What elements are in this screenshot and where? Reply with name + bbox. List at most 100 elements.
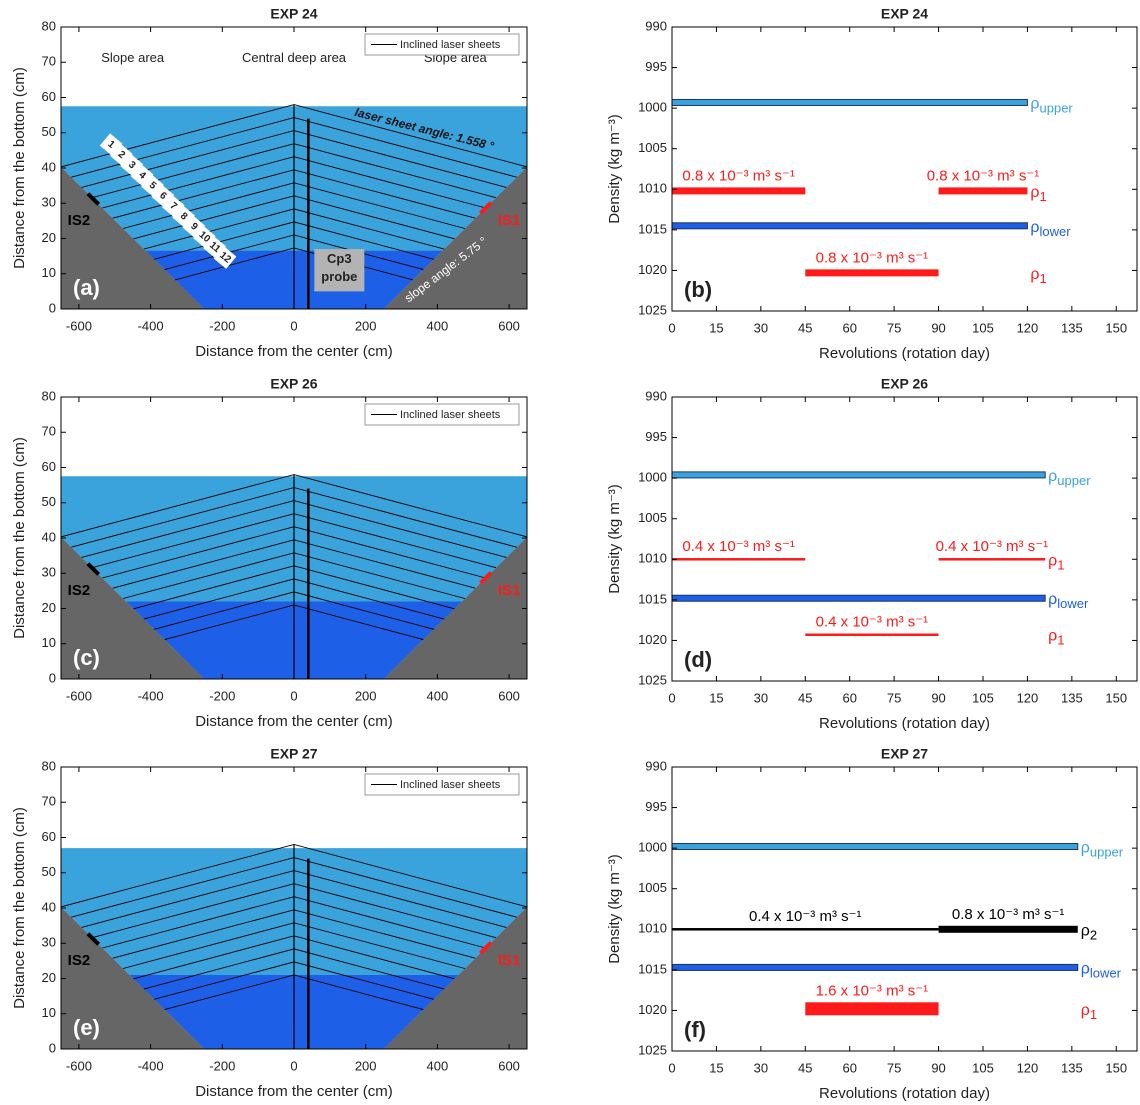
sensor-label: IS2 bbox=[68, 212, 91, 229]
y-tick-label: 30 bbox=[42, 195, 56, 210]
segment bbox=[671, 963, 1079, 971]
series-name-sub: upper bbox=[1090, 845, 1124, 860]
y-tick-label: 50 bbox=[42, 864, 56, 879]
sheet-label-box bbox=[213, 246, 237, 269]
y-tick-label: 80 bbox=[42, 758, 56, 773]
x-tick-label: 75 bbox=[887, 1060, 901, 1075]
flow-label: 0.4 x 10⁻³ m³ s⁻¹ bbox=[816, 613, 929, 630]
x-tick-label: -600 bbox=[66, 318, 92, 333]
series-name: ρ1 bbox=[1081, 1002, 1097, 1022]
series-name: ρlower bbox=[1081, 961, 1122, 981]
series-name-sub: 2 bbox=[1090, 928, 1097, 943]
y-tick-label: 0 bbox=[49, 670, 56, 685]
slope bbox=[383, 167, 527, 309]
x-tick-label: 30 bbox=[754, 1060, 768, 1075]
y-tick-label: 60 bbox=[42, 829, 56, 844]
y-tick-label: 1010 bbox=[638, 551, 667, 566]
y-tick-label: 995 bbox=[645, 59, 667, 74]
segment bbox=[671, 98, 1028, 106]
sheet-label-text: 6 bbox=[157, 190, 169, 202]
segment bbox=[671, 594, 1046, 602]
x-tick-label: 105 bbox=[972, 690, 994, 705]
probe-label: probe bbox=[321, 269, 357, 284]
series-name-sub: upper bbox=[1040, 101, 1074, 116]
y-tick-label: 50 bbox=[42, 124, 56, 139]
sheet-label-text: 2 bbox=[116, 149, 128, 161]
sheet-label: 12 bbox=[213, 246, 237, 269]
x-tick-label: 90 bbox=[931, 1060, 945, 1075]
series-name: ρ1 bbox=[1030, 184, 1046, 204]
panel-label: (a) bbox=[73, 275, 100, 300]
legend-label: Inclined laser sheets bbox=[400, 39, 501, 51]
y-tick-label: 990 bbox=[645, 388, 667, 403]
y-tick-label: 40 bbox=[42, 159, 56, 174]
segment bbox=[672, 928, 939, 931]
x-tick-label: 135 bbox=[1061, 320, 1083, 335]
y-tick-label: 995 bbox=[645, 429, 667, 444]
y-tick-label: 40 bbox=[42, 899, 56, 914]
probe-box bbox=[314, 249, 365, 292]
series-name: ρupper bbox=[1081, 840, 1124, 860]
series-name-symbol: ρ bbox=[1030, 266, 1039, 283]
panel-label: (c) bbox=[73, 645, 100, 670]
sensor bbox=[86, 932, 101, 946]
x-tick-label: 200 bbox=[355, 688, 377, 703]
x-tick-label: 60 bbox=[842, 320, 856, 335]
flow-label: 0.8 x 10⁻³ m³ s⁻¹ bbox=[952, 906, 1065, 923]
y-axis-label: Distance from the bottom (cm) bbox=[11, 807, 28, 1009]
x-tick-label: -400 bbox=[138, 688, 164, 703]
slope bbox=[383, 907, 527, 1049]
sensor-label: IS2 bbox=[68, 582, 91, 599]
x-tick-label: 120 bbox=[1017, 1060, 1039, 1075]
x-tick-label: 0 bbox=[290, 1058, 297, 1073]
segment bbox=[671, 222, 1028, 230]
x-tick-label: 30 bbox=[754, 690, 768, 705]
series-name-symbol: ρ bbox=[1048, 553, 1057, 570]
panel-label: (b) bbox=[684, 277, 712, 302]
series-name-sub: upper bbox=[1057, 473, 1091, 488]
series-name: ρ2 bbox=[1081, 923, 1097, 943]
y-tick-label: 1020 bbox=[638, 1002, 667, 1017]
series-name: ρlower bbox=[1030, 219, 1071, 239]
series-name-symbol: ρ bbox=[1030, 96, 1039, 113]
chart-title: EXP 27 bbox=[270, 746, 317, 762]
x-tick-label: -400 bbox=[138, 318, 164, 333]
series-name-sub: 1 bbox=[1040, 271, 1047, 286]
y-tick-label: 10 bbox=[42, 1005, 56, 1020]
panel-label: (d) bbox=[684, 647, 712, 672]
x-tick-label: 150 bbox=[1105, 1060, 1127, 1075]
y-tick-label: 1020 bbox=[638, 262, 667, 277]
y-tick-label: 60 bbox=[42, 89, 56, 104]
y-axis-label: Distance from the bottom (cm) bbox=[11, 437, 28, 639]
sheet-label-text: 4 bbox=[136, 170, 148, 182]
annotation: Central deep area bbox=[242, 50, 347, 65]
y-axis-label: Density (kg m⁻³) bbox=[606, 114, 623, 224]
x-axis-label: Revolutions (rotation day) bbox=[819, 715, 990, 732]
series-name-sub: lower bbox=[1057, 597, 1089, 612]
y-tick-label: 995 bbox=[645, 799, 667, 814]
x-tick-label: -600 bbox=[66, 1058, 92, 1073]
sensor bbox=[478, 571, 493, 585]
x-tick-label: 150 bbox=[1105, 320, 1127, 335]
x-tick-label: 600 bbox=[498, 318, 520, 333]
series-name-sub: lower bbox=[1040, 224, 1072, 239]
x-tick-label: 0 bbox=[290, 688, 297, 703]
x-axis-label: Distance from the center (cm) bbox=[195, 343, 393, 360]
y-tick-label: 1025 bbox=[638, 672, 667, 687]
legend-label: Inclined laser sheets bbox=[400, 409, 501, 421]
x-tick-label: 135 bbox=[1061, 1060, 1083, 1075]
y-axis-label: Density (kg m⁻³) bbox=[606, 854, 623, 964]
x-tick-label: 400 bbox=[427, 688, 449, 703]
y-tick-label: 1010 bbox=[638, 181, 667, 196]
x-tick-label: -200 bbox=[209, 318, 235, 333]
x-tick-label: 135 bbox=[1061, 690, 1083, 705]
sensor-label: IS1 bbox=[498, 212, 521, 229]
y-tick-label: 1020 bbox=[638, 632, 667, 647]
x-tick-label: 0 bbox=[668, 1060, 675, 1075]
x-tick-label: 60 bbox=[842, 1060, 856, 1075]
legend-label: Inclined laser sheets bbox=[400, 779, 501, 791]
series-name-sub: lower bbox=[1090, 966, 1122, 981]
segment bbox=[805, 633, 939, 636]
series-name: ρ1 bbox=[1048, 628, 1064, 648]
x-axis-label: Distance from the center (cm) bbox=[195, 1083, 393, 1100]
